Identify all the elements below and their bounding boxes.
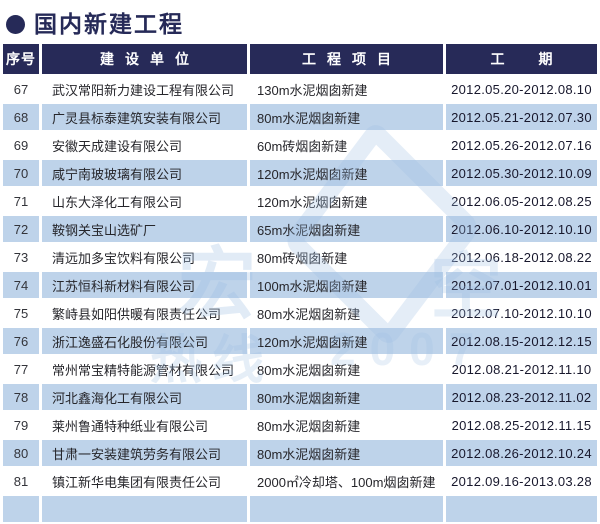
- cell-company: 镇江新华电集团有限责任公司: [42, 468, 247, 494]
- cell-period: 2012.08.15-2012.12.15: [446, 328, 597, 354]
- section-title-bar: 国内新建工程: [6, 8, 184, 40]
- table-row: 81 镇江新华电集团有限责任公司 2000㎡冷却塔、100m烟囱新建 2012.…: [3, 468, 597, 494]
- table-row: 80 甘肃一安装建筑劳务有限公司 80m水泥烟囱新建 2012.08.26-20…: [3, 440, 597, 466]
- cell-period: 2012.08.21-2012.11.10: [446, 356, 597, 382]
- cell-company: 安徽天成建设有限公司: [42, 132, 247, 158]
- cell-period: 2012.08.25-2012.11.15: [446, 412, 597, 438]
- table-row: 74 江苏恒科新材料有限公司 100m水泥烟囱新建 2012.07.01-201…: [3, 272, 597, 298]
- cell-project: 65m水泥烟囱新建: [250, 216, 443, 242]
- cell-period: 2012.05.21-2012.07.30: [446, 104, 597, 130]
- table-row: 75 繁峙县如阳供暖有限责任公司 80m水泥烟囱新建 2012.07.10-20…: [3, 300, 597, 326]
- table-row: 78 河北鑫海化工有限公司 80m水泥烟囱新建 2012.08.23-2012.…: [3, 384, 597, 410]
- table-row: 69 安徽天成建设有限公司 60m砖烟囱新建 2012.05.26-2012.0…: [3, 132, 597, 158]
- cell-company: 莱州鲁通特种纸业有限公司: [42, 412, 247, 438]
- cell-period: 2012.05.30-2012.10.09: [446, 160, 597, 186]
- cell-project: 80m水泥烟囱新建: [250, 440, 443, 466]
- cell-company: 咸宁南玻玻璃有限公司: [42, 160, 247, 186]
- cell-period: 2012.07.01-2012.10.01: [446, 272, 597, 298]
- table-row: 68 广灵县标泰建筑安装有限公司 80m水泥烟囱新建 2012.05.21-20…: [3, 104, 597, 130]
- cell-no: 78: [3, 384, 39, 410]
- cell-no: 70: [3, 160, 39, 186]
- cell-period: 2012.06.05-2012.08.25: [446, 188, 597, 214]
- cell-no: 71: [3, 188, 39, 214]
- cell-company: 武汉常阳新力建设工程有限公司: [42, 76, 247, 102]
- cell-period: 2012.07.10-2012.10.10: [446, 300, 597, 326]
- cell-company: 浙江逸盛石化股份有限公司: [42, 328, 247, 354]
- cell-project: 60m砖烟囱新建: [250, 132, 443, 158]
- cell-project: 80m水泥烟囱新建: [250, 104, 443, 130]
- table-row: 72 鞍钢关宝山选矿厂 65m水泥烟囱新建 2012.06.10-2012.10…: [3, 216, 597, 242]
- cell-no: 75: [3, 300, 39, 326]
- cell-period: 2012.05.26-2012.07.16: [446, 132, 597, 158]
- cell-project: 80m水泥烟囱新建: [250, 300, 443, 326]
- projects-table: 序号 建设单位 工程项目 工期 67 武汉常阳新力建设工程有限公司 130m水泥…: [0, 42, 600, 524]
- table-row: 77 常州常宝精特能源管材有限公司 80m水泥烟囱新建 2012.08.21-2…: [3, 356, 597, 382]
- cell-no: 74: [3, 272, 39, 298]
- cell-no: 77: [3, 356, 39, 382]
- cell-company: 鞍钢关宝山选矿厂: [42, 216, 247, 242]
- column-header-company: 建设单位: [42, 44, 247, 74]
- table-header-row: 序号 建设单位 工程项目 工期: [3, 44, 597, 74]
- cell-company: 甘肃一安装建筑劳务有限公司: [42, 440, 247, 466]
- cell-company: 清远加多宝饮料有限公司: [42, 244, 247, 270]
- table-row: 73 清远加多宝饮料有限公司 80m砖烟囱新建 2012.06.18-2012.…: [3, 244, 597, 270]
- table-row: 76 浙江逸盛石化股份有限公司 120m水泥烟囱新建 2012.08.15-20…: [3, 328, 597, 354]
- cell-period: 2012.09.16-2013.03.28: [446, 468, 597, 494]
- column-header-period: 工期: [446, 44, 597, 74]
- cell-company: 江苏恒科新材料有限公司: [42, 272, 247, 298]
- cell-project: 80m水泥烟囱新建: [250, 412, 443, 438]
- cell-company: 常州常宝精特能源管材有限公司: [42, 356, 247, 382]
- cell-no: 81: [3, 468, 39, 494]
- cell-project: 120m水泥烟囱新建: [250, 160, 443, 186]
- cell-project: 120m水泥烟囱新建: [250, 328, 443, 354]
- cell-project: 80m砖烟囱新建: [250, 244, 443, 270]
- cell-project: 130m水泥烟囱新建: [250, 76, 443, 102]
- cell-no: 80: [3, 440, 39, 466]
- cell-no: 69: [3, 132, 39, 158]
- cell-company: 广灵县标泰建筑安装有限公司: [42, 104, 247, 130]
- table-row: 70 咸宁南玻玻璃有限公司 120m水泥烟囱新建 2012.05.30-2012…: [3, 160, 597, 186]
- page-title: 国内新建工程: [34, 10, 184, 37]
- cell-project: 2000㎡冷却塔、100m烟囱新建: [250, 468, 443, 494]
- cell-company: 山东大泽化工有限公司: [42, 188, 247, 214]
- cell-project: 100m水泥烟囱新建: [250, 272, 443, 298]
- cell-no: 73: [3, 244, 39, 270]
- cell-project: 120m水泥烟囱新建: [250, 188, 443, 214]
- table-row: 71 山东大泽化工有限公司 120m水泥烟囱新建 2012.06.05-2012…: [3, 188, 597, 214]
- cell-period: 2012.08.26-2012.10.24: [446, 440, 597, 466]
- cell-company: 繁峙县如阳供暖有限责任公司: [42, 300, 247, 326]
- table-row: 79 莱州鲁通特种纸业有限公司 80m水泥烟囱新建 2012.08.25-201…: [3, 412, 597, 438]
- cell-project: 80m水泥烟囱新建: [250, 356, 443, 382]
- cell-no: 76: [3, 328, 39, 354]
- cell-company: 河北鑫海化工有限公司: [42, 384, 247, 410]
- cell-project: 80m水泥烟囱新建: [250, 384, 443, 410]
- cell-period: 2012.05.20-2012.08.10: [446, 76, 597, 102]
- cell-no: 68: [3, 104, 39, 130]
- cell-no: 72: [3, 216, 39, 242]
- cell-period: 2012.06.18-2012.08.22: [446, 244, 597, 270]
- bullet-icon: [6, 14, 25, 34]
- cell-no: 67: [3, 76, 39, 102]
- cell-no: 79: [3, 412, 39, 438]
- column-header-no: 序号: [3, 44, 39, 74]
- column-header-project: 工程项目: [250, 44, 443, 74]
- cell-period: 2012.06.10-2012.10.10: [446, 216, 597, 242]
- table-row: 67 武汉常阳新力建设工程有限公司 130m水泥烟囱新建 2012.05.20-…: [3, 76, 597, 102]
- cell-period: 2012.08.23-2012.11.02: [446, 384, 597, 410]
